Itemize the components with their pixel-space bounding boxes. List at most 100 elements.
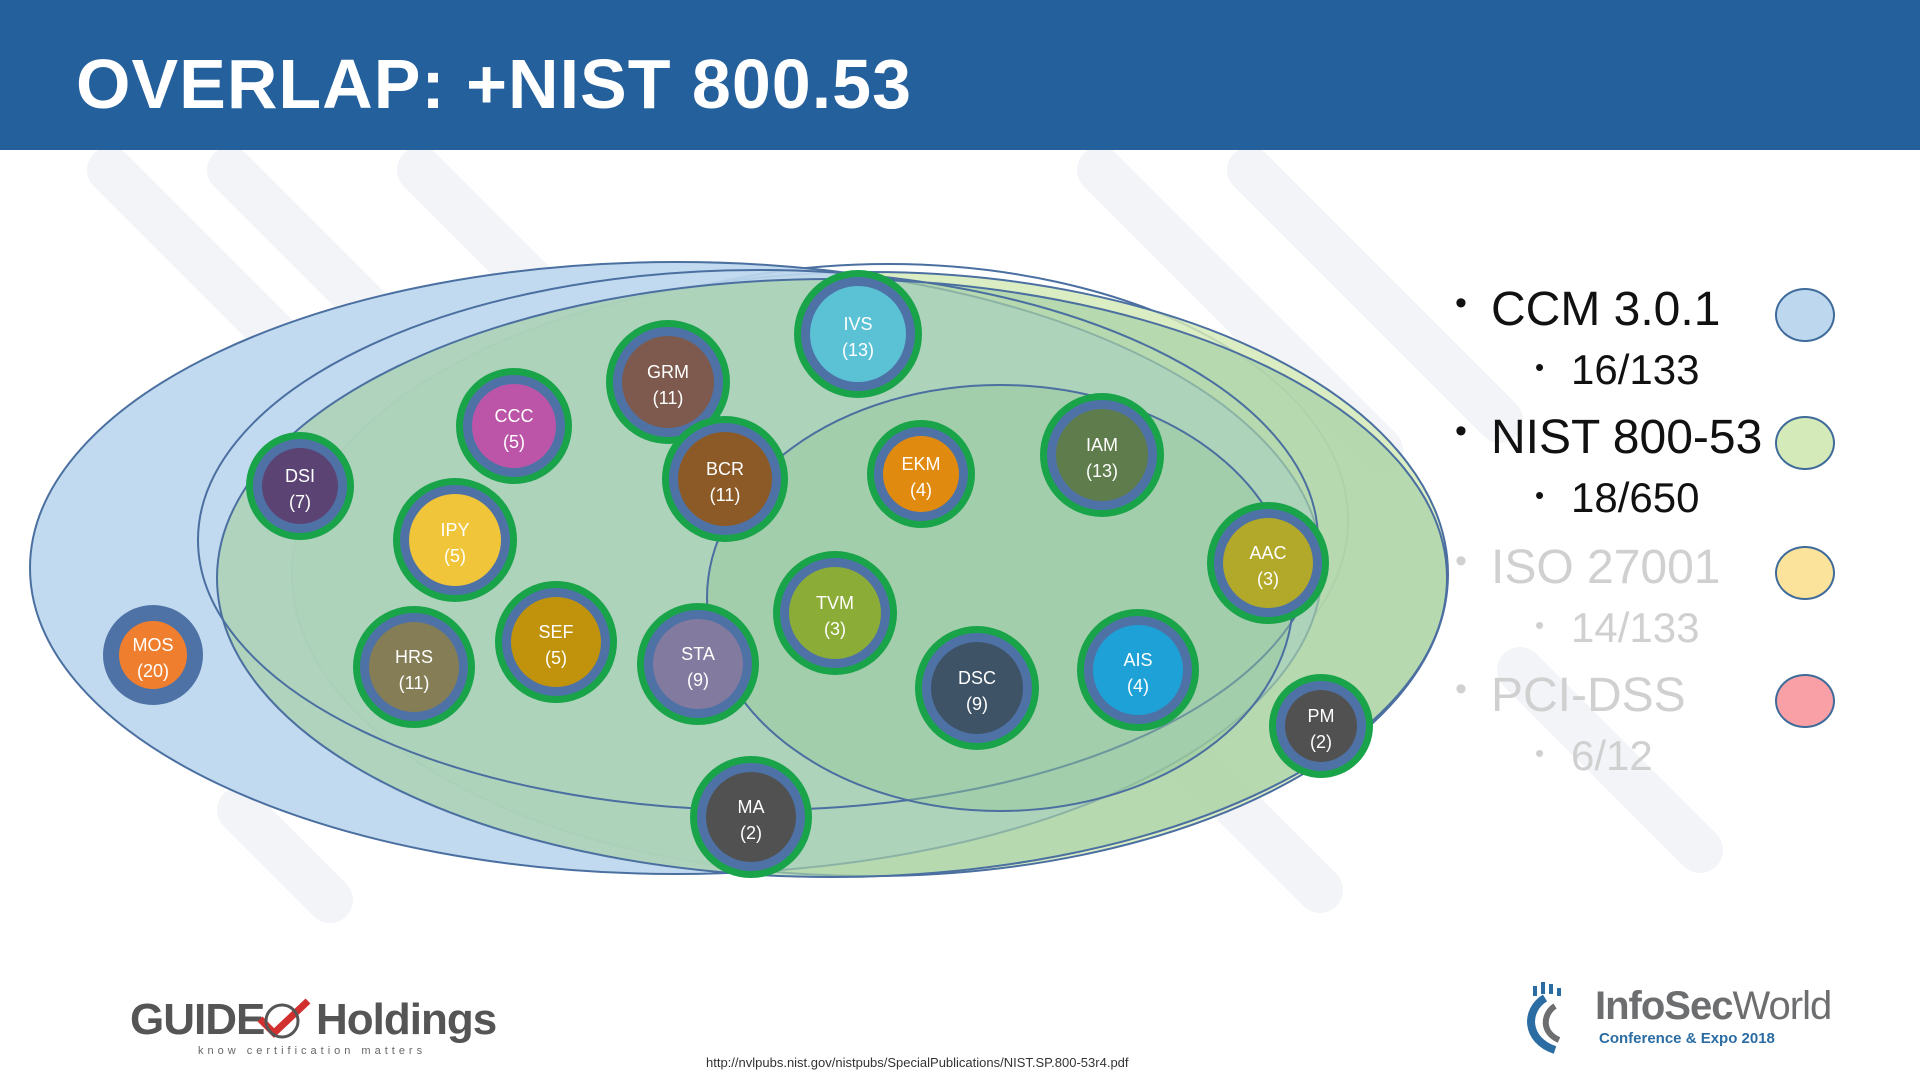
domain-bubble-mos: MOS (20) [103, 605, 203, 705]
bubble-fill [789, 567, 881, 659]
bubble-fill [119, 621, 187, 689]
domain-bubble-tvm: TVM (3) [773, 551, 897, 675]
domain-bubble-hrs: HRS (11) [353, 606, 475, 728]
bubble-code: PM [1308, 706, 1335, 726]
bubble-count: (2) [740, 823, 762, 843]
bullet-icon: • [1455, 284, 1467, 322]
domain-bubble-dsi: DSI (7) [246, 432, 354, 540]
bubble-code: EKM [901, 454, 940, 474]
bullet-icon: • [1535, 738, 1545, 768]
bubble-count: (13) [842, 340, 874, 360]
bullet-icon: • [1455, 542, 1467, 580]
legend-subitem: • 18/650 [1455, 474, 1875, 536]
bubble-count: (11) [653, 388, 684, 408]
domain-bubble-sta: STA (9) [637, 603, 759, 725]
bubble-fill [653, 619, 743, 709]
bullet-icon: • [1535, 610, 1545, 640]
legend-subitem: • 16/133 [1455, 346, 1875, 408]
domain-bubble-iam: IAM (13) [1040, 393, 1164, 517]
bubble-count: (7) [289, 492, 311, 512]
legend-swatch [1775, 546, 1835, 600]
bubble-fill [810, 286, 906, 382]
checkmark-icon [257, 998, 311, 1039]
bubble-count: (3) [824, 619, 846, 639]
bubble-fill [369, 622, 459, 712]
bubble-fill [1285, 690, 1357, 762]
bubble-count: (2) [1310, 732, 1332, 752]
infosecworld-logo: InfoSecWorld Conference & Expo 2018 [1515, 980, 1855, 1060]
bubble-code: HRS [395, 647, 433, 667]
bullet-icon: • [1535, 480, 1545, 510]
legend-value: 6/12 [1571, 732, 1653, 779]
bubble-count: (9) [966, 694, 988, 714]
bubble-count: (11) [710, 485, 741, 505]
legend-swatch [1775, 416, 1835, 470]
legend-value: 16/133 [1571, 346, 1700, 393]
bubble-code: TVM [816, 593, 854, 613]
legend-item: • PCI-DSS [1455, 668, 1875, 730]
bubble-code: IPY [440, 520, 469, 540]
source-url: http://nvlpubs.nist.gov/nistpubs/Special… [706, 1055, 1129, 1070]
legend-label: CCM 3.0.1 [1491, 283, 1721, 336]
infosec-swirl-icon [1527, 982, 1561, 1054]
title-bar: OVERLAP: +NIST 800.53 [0, 0, 1920, 150]
bullet-icon: • [1535, 352, 1545, 382]
domain-bubble-grm: GRM (11) [606, 320, 730, 444]
legend-label: PCI-DSS [1491, 669, 1686, 722]
bubble-fill [931, 642, 1023, 734]
bubble-count: (4) [1127, 676, 1149, 696]
bubble-code: GRM [647, 362, 689, 382]
legend-swatch [1775, 288, 1835, 342]
bubble-code: MOS [132, 635, 173, 655]
bubble-count: (11) [399, 673, 430, 693]
legend-item: • NIST 800-53 [1455, 410, 1875, 472]
bubble-code: AAC [1249, 543, 1286, 563]
bubble-fill [472, 384, 556, 468]
legend-swatch [1775, 674, 1835, 728]
bubble-code: SEF [538, 622, 573, 642]
domain-bubble-ccc: CCC (5) [456, 368, 572, 484]
bubble-count: (5) [545, 648, 567, 668]
bubble-code: CCC [495, 406, 534, 426]
bubble-code: IAM [1086, 435, 1118, 455]
domain-bubble-bcr: BCR (11) [662, 416, 788, 542]
bubble-count: (9) [687, 670, 709, 690]
bubble-fill [1223, 518, 1313, 608]
bubble-code: DSC [958, 668, 996, 688]
domain-bubble-ivs: IVS (13) [794, 270, 922, 398]
domain-bubble-ipy: IPY (5) [393, 478, 517, 602]
bubble-fill [706, 772, 796, 862]
bubble-code: AIS [1123, 650, 1152, 670]
domain-bubble-ekm: EKM (4) [867, 420, 975, 528]
bubble-count: (4) [910, 480, 932, 500]
bubble-count: (5) [444, 546, 466, 566]
legend-label: ISO 27001 [1491, 541, 1721, 594]
bubble-fill [511, 597, 601, 687]
legend: • CCM 3.0.1 • 16/133 • NIST 800-53 • 18/650 • ISO… [1455, 282, 1875, 802]
bullet-icon: • [1455, 412, 1467, 450]
domain-bubble-pm: PM (2) [1269, 674, 1373, 778]
logo-left-word-a: GUIDE [130, 995, 265, 1044]
bubble-fill [678, 432, 772, 526]
bubble-fill [1093, 625, 1183, 715]
bubble-code: STA [681, 644, 715, 664]
legend-item: • ISO 27001 [1455, 540, 1875, 602]
bubble-fill [262, 448, 338, 524]
bubble-code: IVS [843, 314, 872, 334]
bubble-code: DSI [285, 466, 315, 486]
legend-label: NIST 800-53 [1491, 411, 1763, 464]
bubble-count: (5) [503, 432, 525, 452]
domain-bubble-ais: AIS (4) [1077, 609, 1199, 731]
domain-bubble-dsc: DSC (9) [915, 626, 1039, 750]
bubble-fill [883, 436, 959, 512]
logo-right-subtitle: Conference & Expo 2018 [1599, 1030, 1775, 1047]
legend-item: • CCM 3.0.1 [1455, 282, 1875, 344]
bubble-fill [1056, 409, 1148, 501]
bullet-icon: • [1455, 670, 1467, 708]
legend-subitem: • 6/12 [1455, 732, 1875, 794]
legend-value: 14/133 [1571, 604, 1700, 651]
guide-holdings-logo: GUIDE Holdings know certification matter… [130, 995, 510, 1065]
bubble-count: (3) [1257, 569, 1279, 589]
legend-subitem: • 14/133 [1455, 604, 1875, 666]
